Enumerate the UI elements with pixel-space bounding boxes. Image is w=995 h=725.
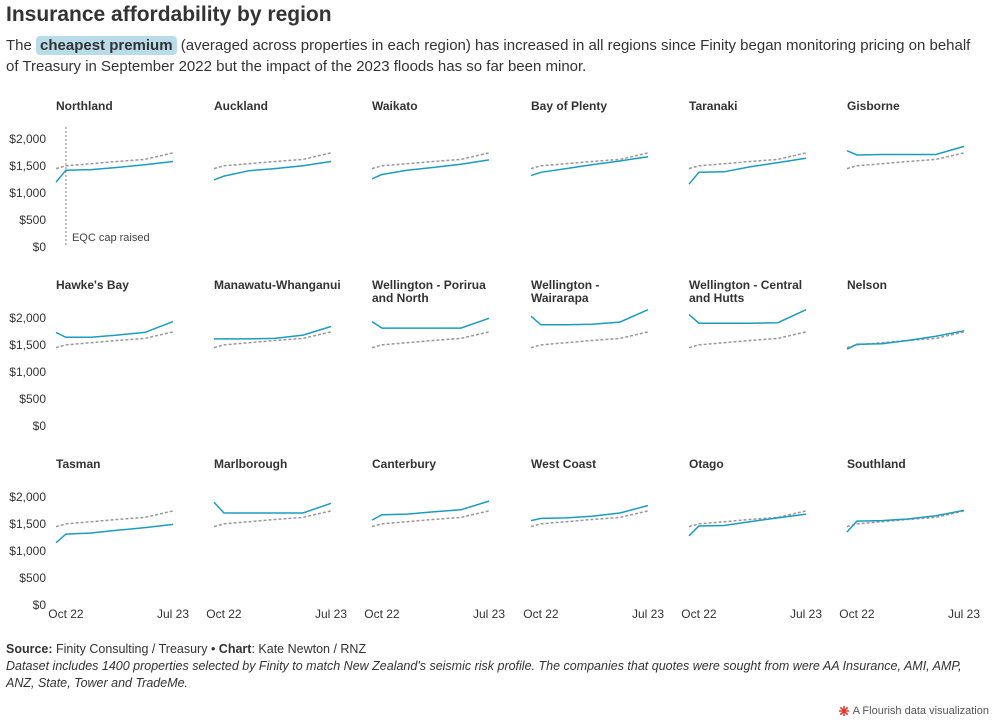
y-tick-label: $0 bbox=[33, 240, 47, 254]
reference-line-wellington-porirua-and-north bbox=[371, 331, 490, 349]
reference-line-wellington-central-and-hutts bbox=[688, 331, 807, 349]
panel-title-gisborne: Gisborne bbox=[847, 99, 900, 113]
series-line-hawke-s-bay bbox=[55, 320, 174, 339]
panel-title-bay-of-plenty: Bay of Plenty bbox=[531, 99, 607, 113]
source-line: Source: Finity Consulting / Treasury • C… bbox=[6, 641, 986, 658]
y-tick-label: $500 bbox=[19, 571, 46, 585]
y-tick-label: $0 bbox=[33, 419, 47, 433]
y-tick-label: $1,000 bbox=[9, 365, 46, 379]
series-line-northland bbox=[55, 160, 174, 183]
panel-title-taranaki: Taranaki bbox=[689, 99, 737, 113]
x-tick-label: Jul 23 bbox=[157, 607, 189, 621]
reference-line-manawatu-whanganui bbox=[213, 331, 332, 349]
x-tick-label: Oct 22 bbox=[681, 607, 717, 621]
y-tick-label: $500 bbox=[19, 213, 46, 227]
chart-credit-label: Chart bbox=[218, 642, 252, 656]
reference-line-tasman bbox=[55, 510, 174, 528]
x-tick-label: Oct 22 bbox=[839, 607, 875, 621]
panel-title-manawatu-whanganui: Manawatu-Whanganui bbox=[214, 278, 341, 292]
series-line-marlborough bbox=[213, 501, 332, 514]
series-line-wellington-wairarapa bbox=[530, 309, 649, 326]
series-line-tasman bbox=[55, 523, 174, 544]
panel-title-wellington-wairarapa: Wellington -Wairarapa bbox=[531, 278, 599, 305]
reference-line-otago bbox=[688, 510, 807, 528]
reference-line-waikato bbox=[371, 152, 490, 170]
panel-title-northland: Northland bbox=[56, 99, 113, 113]
series-line-bay-of-plenty bbox=[530, 155, 649, 177]
y-tick-label: $500 bbox=[19, 392, 46, 406]
panel-title-west-coast: West Coast bbox=[531, 457, 596, 471]
panel-title-wellington-porirua-and-north: Wellington - Porirua and North bbox=[372, 278, 486, 305]
chart-credit-text: : Kate Newton / RNZ bbox=[251, 642, 367, 656]
subtitle-pre: The bbox=[6, 37, 37, 54]
reference-line-northland bbox=[55, 152, 174, 170]
x-tick-label: Oct 22 bbox=[206, 607, 242, 621]
separator: • bbox=[207, 642, 219, 656]
series-line-manawatu-whanganui bbox=[214, 325, 332, 340]
annotation-label: EQC cap raised bbox=[72, 232, 150, 244]
x-tick-label: Oct 22 bbox=[523, 607, 559, 621]
source-label: Source: bbox=[6, 642, 53, 656]
reference-line-auckland bbox=[213, 152, 332, 170]
x-tick-label: Jul 23 bbox=[315, 607, 347, 621]
panel-title-marlborough: Marlborough bbox=[214, 457, 287, 471]
x-tick-label: Oct 22 bbox=[364, 607, 400, 621]
series-line-auckland bbox=[213, 160, 332, 181]
series-line-waikato bbox=[371, 159, 490, 180]
x-tick-label: Oct 22 bbox=[48, 607, 84, 621]
x-tick-label: Jul 23 bbox=[948, 607, 980, 621]
reference-line-canterbury bbox=[371, 510, 490, 528]
panel-title-otago: Otago bbox=[689, 457, 724, 471]
dataset-note: Dataset includes 1400 properties selecte… bbox=[6, 659, 962, 690]
panel-title-auckland: Auckland bbox=[214, 99, 268, 113]
panel-title-waikato: Waikato bbox=[372, 99, 418, 113]
series-line-southland bbox=[846, 509, 965, 533]
y-tick-label: $2,000 bbox=[9, 490, 46, 504]
x-tick-label: Jul 23 bbox=[473, 607, 505, 621]
chart-title: Insurance affordability by region bbox=[6, 3, 332, 26]
reference-line-hawke-s-bay bbox=[55, 331, 174, 349]
footer: Source: Finity Consulting / Treasury • C… bbox=[6, 641, 986, 692]
y-tick-label: $1,000 bbox=[9, 544, 46, 558]
panel-title-hawke-s-bay: Hawke's Bay bbox=[56, 278, 129, 292]
series-line-west-coast bbox=[530, 504, 649, 522]
y-tick-label: $2,000 bbox=[9, 311, 46, 325]
series-line-taranaki bbox=[688, 157, 807, 185]
source-text: Finity Consulting / Treasury bbox=[52, 642, 208, 656]
reference-line-wellington-wairarapa bbox=[530, 331, 649, 349]
y-tick-label: $2,000 bbox=[9, 132, 46, 146]
x-tick-label: Jul 23 bbox=[632, 607, 664, 621]
panel-title-wellington-central-and-hutts: Wellington - Central and Hutts bbox=[689, 278, 802, 305]
panel-title-tasman: Tasman bbox=[56, 457, 100, 471]
x-tick-label: Jul 23 bbox=[790, 607, 822, 621]
branding-text: A Flourish data visualization bbox=[852, 705, 989, 717]
series-line-canterbury bbox=[371, 500, 490, 521]
flourish-star-icon bbox=[838, 706, 849, 716]
series-line-gisborne bbox=[846, 145, 965, 156]
panel-title-southland: Southland bbox=[847, 457, 906, 471]
panel-title-canterbury: Canterbury bbox=[372, 457, 436, 471]
subtitle-highlight: cheapest premium bbox=[36, 36, 177, 55]
y-tick-label: $0 bbox=[33, 598, 47, 612]
chart-subtitle: The cheapest premium (averaged across pr… bbox=[6, 35, 981, 77]
series-line-otago bbox=[688, 513, 807, 537]
panel-title-nelson: Nelson bbox=[847, 278, 887, 292]
series-line-nelson bbox=[846, 330, 965, 350]
subtitle-post: (averaged across properties in each regi… bbox=[6, 37, 971, 75]
flourish-branding[interactable]: A Flourish data visualization bbox=[838, 705, 989, 717]
y-tick-label: $1,500 bbox=[9, 338, 46, 352]
series-line-wellington-central-and-hutts bbox=[688, 309, 807, 324]
y-tick-label: $1,000 bbox=[9, 186, 46, 200]
y-tick-label: $1,500 bbox=[9, 517, 46, 531]
y-tick-label: $1,500 bbox=[9, 159, 46, 173]
series-line-wellington-porirua-and-north bbox=[371, 317, 490, 329]
reference-line-bay-of-plenty bbox=[530, 152, 649, 170]
